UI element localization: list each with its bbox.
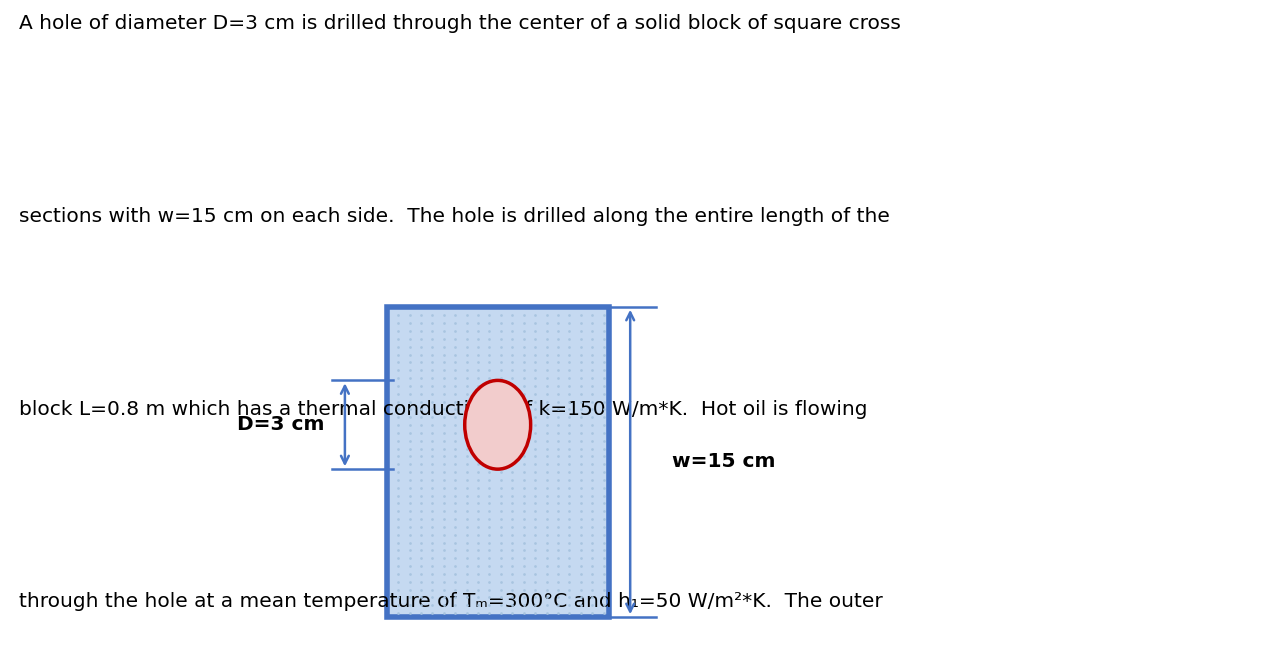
Text: block L=0.8 m which has a thermal conductivity of k=150 W/m*K.  Hot oil is flowi: block L=0.8 m which has a thermal conduc… <box>19 400 867 419</box>
Text: D=3 cm: D=3 cm <box>237 415 325 434</box>
Text: w=15 cm: w=15 cm <box>672 453 776 471</box>
FancyBboxPatch shape <box>387 307 609 617</box>
Ellipse shape <box>464 381 530 469</box>
Text: through the hole at a mean temperature of Tₘ=300°C and h₁=50 W/m²*K.  The outer: through the hole at a mean temperature o… <box>19 592 883 611</box>
Text: sections with w=15 cm on each side.  The hole is drilled along the entire length: sections with w=15 cm on each side. The … <box>19 207 890 226</box>
Text: A hole of diameter D=3 cm is drilled through the center of a solid block of squa: A hole of diameter D=3 cm is drilled thr… <box>19 14 900 33</box>
